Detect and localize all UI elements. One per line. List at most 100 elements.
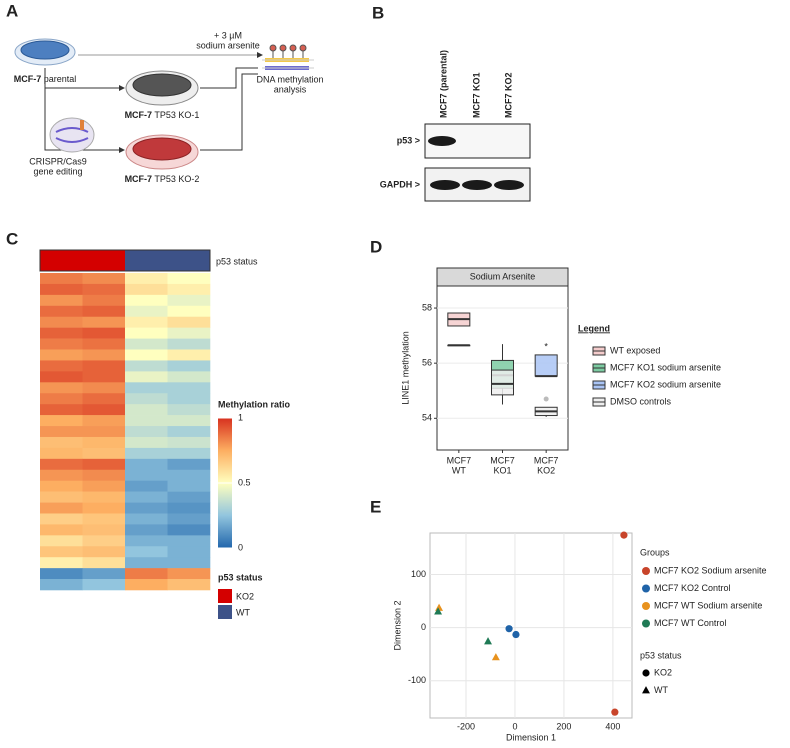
panel-label: D xyxy=(370,237,382,256)
x-tick-label: 200 xyxy=(556,721,571,731)
x-tick-label: -200 xyxy=(457,721,475,731)
panel-label: A xyxy=(6,1,18,20)
heat-cell xyxy=(82,579,126,591)
heat-cell xyxy=(125,338,168,350)
heat-cell xyxy=(40,436,83,449)
legend-swatch xyxy=(642,619,650,628)
heat-cell xyxy=(82,283,126,296)
heat-cell xyxy=(40,404,83,416)
analysis-label: analysis xyxy=(274,84,307,94)
heat-cell xyxy=(40,349,83,361)
heat-cell xyxy=(82,360,126,372)
legend-swatch xyxy=(642,669,650,677)
cell-name: MCF-7 xyxy=(14,74,42,84)
plot-area xyxy=(429,532,633,719)
heat-cell xyxy=(82,382,126,394)
heat-cell xyxy=(40,491,83,503)
heat-cell xyxy=(167,305,211,318)
cell-name: MCF-7 xyxy=(125,174,153,184)
point xyxy=(505,625,513,633)
heat-cell xyxy=(82,338,126,350)
legend-label: MCF7 WT Control xyxy=(654,618,726,628)
point xyxy=(611,708,619,716)
band xyxy=(430,180,460,190)
heat-cell xyxy=(125,502,168,514)
point xyxy=(484,637,492,645)
heat-cell xyxy=(167,447,211,460)
heat-cell xyxy=(125,491,168,503)
heat-cell xyxy=(82,294,126,307)
y-tick-label: -100 xyxy=(408,675,426,685)
heat-cell xyxy=(82,546,126,558)
box xyxy=(534,354,558,377)
y-tick-label: 0 xyxy=(421,622,426,632)
point xyxy=(620,531,628,539)
heat-cell xyxy=(82,535,126,547)
annotation-cell xyxy=(40,250,83,271)
heat-cell xyxy=(125,382,168,394)
dish-ko1 xyxy=(125,70,199,106)
heat-cell xyxy=(40,458,83,471)
heat-cell xyxy=(125,283,168,296)
row-label: p53 > xyxy=(397,135,420,145)
heat-cell xyxy=(40,294,83,307)
heat-cell xyxy=(40,327,83,339)
legend-label: KO2 xyxy=(236,591,254,601)
heat-cell xyxy=(125,535,168,547)
heat-cell xyxy=(40,382,83,394)
lane-label: MCF7 (parental) xyxy=(438,50,448,118)
heat-cell xyxy=(40,415,83,427)
row-label: GAPDH > xyxy=(380,179,420,189)
x-tick-label: KO2 xyxy=(537,465,555,475)
x-tick-label: 0 xyxy=(512,721,517,731)
point xyxy=(491,653,500,661)
legend-label: WT xyxy=(236,607,250,617)
heat-cell xyxy=(40,283,83,296)
heat-cell xyxy=(125,316,168,328)
colorbar-label: 1 xyxy=(238,412,243,422)
heat-cell xyxy=(167,382,211,394)
editing-label: gene editing xyxy=(33,166,82,176)
heat-cell xyxy=(82,305,126,318)
heat-cell xyxy=(125,546,168,558)
cell-label: parental xyxy=(44,74,77,84)
legend-swatch xyxy=(218,589,232,603)
x-tick-label: MCF7 xyxy=(447,455,472,465)
cell-label: TP53 KO-2 xyxy=(154,174,199,184)
legend-swatch xyxy=(218,605,232,619)
heat-cell xyxy=(82,469,126,481)
legend-swatch xyxy=(642,584,650,593)
heat-cell xyxy=(167,273,211,285)
ko1-label: MCF-7 TP53 KO-1 xyxy=(125,110,200,120)
heat-cell xyxy=(125,371,168,383)
heat-cell xyxy=(40,393,83,405)
x-tick-label: KO1 xyxy=(493,465,511,475)
heat-cell xyxy=(40,426,83,438)
heat-cell xyxy=(82,480,126,492)
heat-cell xyxy=(40,447,83,460)
heat-cell xyxy=(125,513,168,525)
heat-cell xyxy=(167,458,211,471)
legend-label: WT xyxy=(654,685,668,695)
legend-title: p53 status xyxy=(218,572,263,582)
heat-cell xyxy=(167,469,211,481)
heat-cell xyxy=(125,524,168,536)
heat-cell xyxy=(167,294,211,307)
heat-cell xyxy=(40,579,83,591)
y-tick-label: 54 xyxy=(422,413,432,423)
heat-cell xyxy=(82,393,126,405)
legend-swatch xyxy=(642,686,650,694)
editing-label: CRISPR/Cas9 xyxy=(29,156,87,166)
annotation-cell xyxy=(125,250,168,271)
heat-cell xyxy=(82,513,126,525)
dish-parental xyxy=(14,38,76,66)
treatment: sodium arsenite xyxy=(196,40,260,50)
heat-cell xyxy=(40,480,83,492)
heat-cell xyxy=(82,436,126,449)
annotation-cell xyxy=(167,250,210,271)
heat-cell xyxy=(167,579,211,591)
band xyxy=(428,136,456,146)
heat-cell xyxy=(125,305,168,318)
x-tick-label: MCF7 xyxy=(490,455,515,465)
dish-ko2 xyxy=(125,134,199,170)
